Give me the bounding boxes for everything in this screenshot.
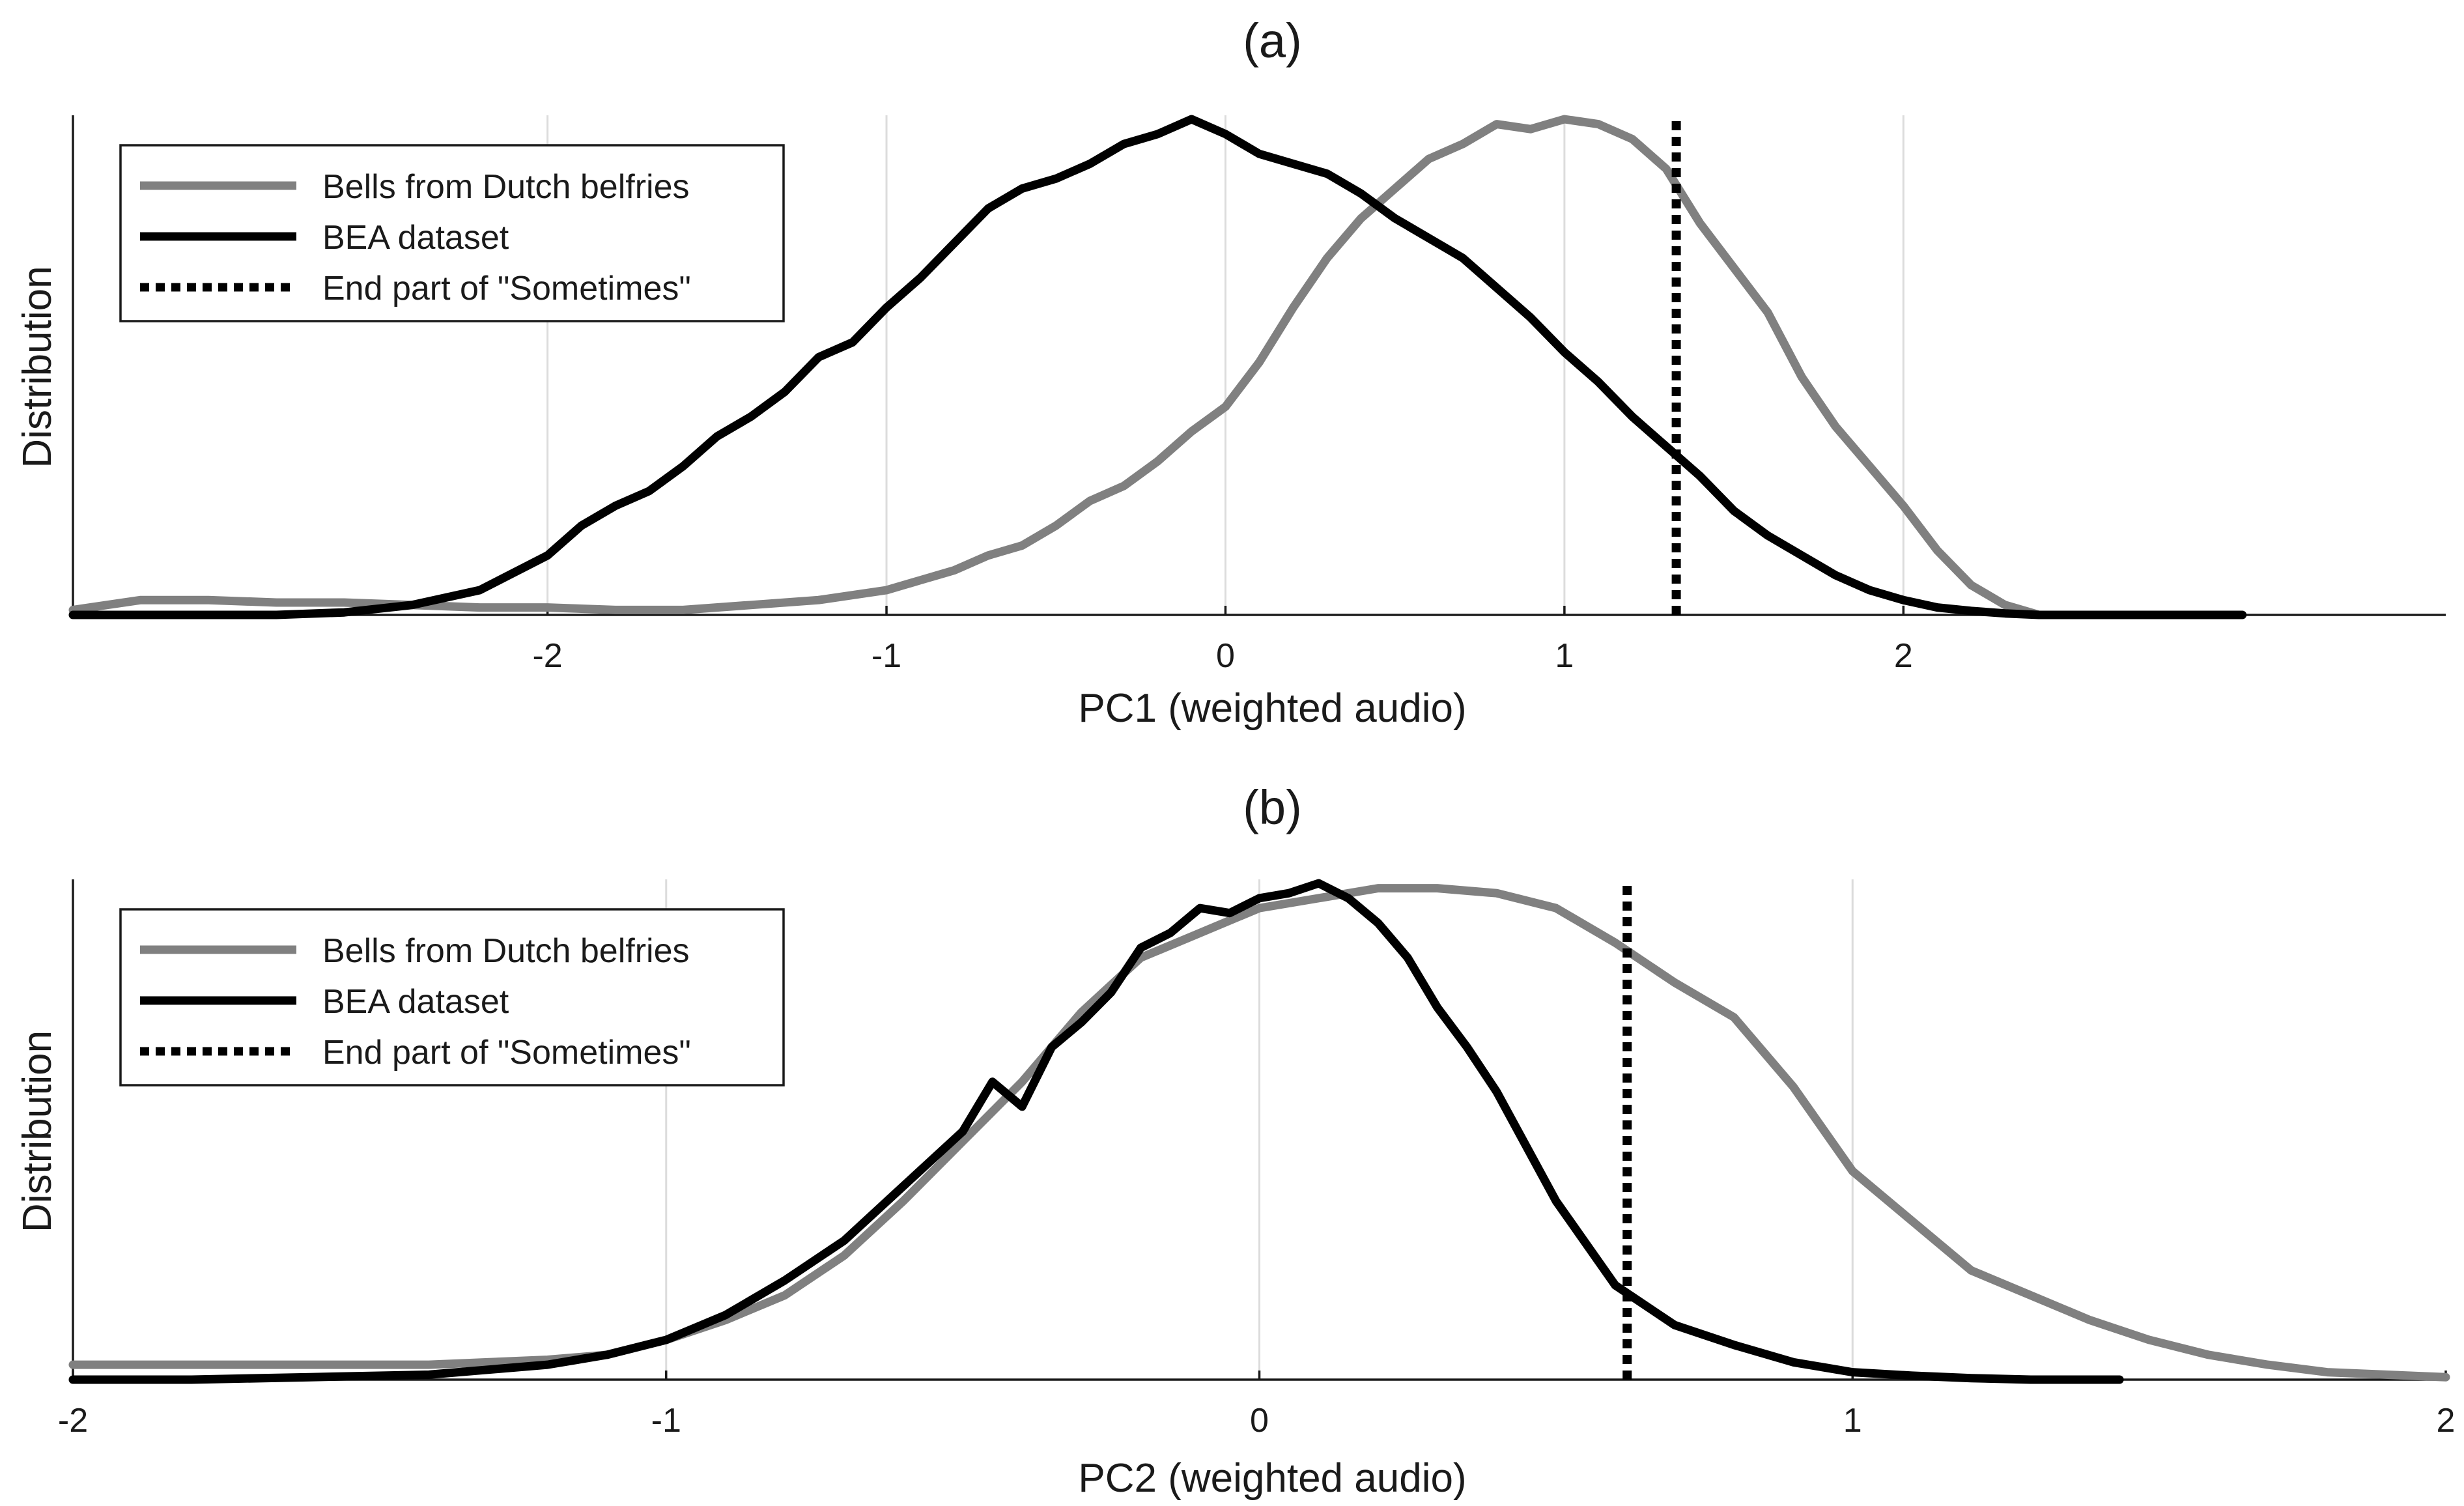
chart-0-series-bea-line bbox=[68, 115, 2247, 619]
chart-0: -2 -1 0 1 2 (a) PC1 (weighted audio) Distributi… bbox=[15, 14, 2446, 731]
chart-1-legend-label: End part of "Sometimes" bbox=[322, 1034, 691, 1072]
chart-0-legend-label: End part of "Sometimes" bbox=[322, 270, 691, 307]
chart-1-x-axis-label: PC2 (weighted audio) bbox=[1078, 1456, 1466, 1501]
chart-0-legend-label: BEA dataset bbox=[322, 219, 509, 257]
chart-1-x-tick-label: -1 bbox=[651, 1402, 681, 1440]
chart-1-title: (b) bbox=[1243, 780, 1301, 834]
chart-0-series-belfries-line bbox=[68, 115, 2043, 619]
chart-0-x-tick-label: -1 bbox=[871, 637, 901, 675]
chart-1-x-tick-label: 2 bbox=[2437, 1402, 2456, 1440]
chart-0-x-tick-label: -2 bbox=[532, 637, 562, 675]
chart-0-x-tick-label: 2 bbox=[1894, 637, 1913, 675]
chart-0-title: (a) bbox=[1243, 14, 1301, 68]
chart-0-x-tick-label: 0 bbox=[1216, 637, 1235, 675]
chart-1-series-bea-line bbox=[68, 879, 2124, 1384]
chart-0-y-axis-label: Distribution bbox=[15, 266, 60, 468]
chart-1: -2 -1 0 1 2 (b) PC2 (weighted audio) Distributi… bbox=[15, 780, 2455, 1501]
chart-1-x-tick-label: -2 bbox=[58, 1402, 88, 1440]
chart-0-legend-label: Bells from Dutch belfries bbox=[322, 168, 690, 206]
chart-0-x-tick-label: 1 bbox=[1555, 637, 1574, 675]
chart-1-x-tick-label: 1 bbox=[1843, 1402, 1862, 1440]
chart-1-legend-label: BEA dataset bbox=[322, 983, 509, 1021]
chart-0-x-axis-label: PC1 (weighted audio) bbox=[1078, 686, 1466, 731]
chart-0-legend: Bells from Dutch belfries BEA dataset End … bbox=[119, 144, 785, 322]
chart-1-x-tick-label: 0 bbox=[1250, 1402, 1269, 1440]
chart-1-legend: Bells from Dutch belfries BEA dataset End … bbox=[119, 908, 785, 1087]
chart-1-y-axis-label: Distribution bbox=[15, 1030, 60, 1232]
chart-1-legend-label: Bells from Dutch belfries bbox=[322, 932, 690, 970]
